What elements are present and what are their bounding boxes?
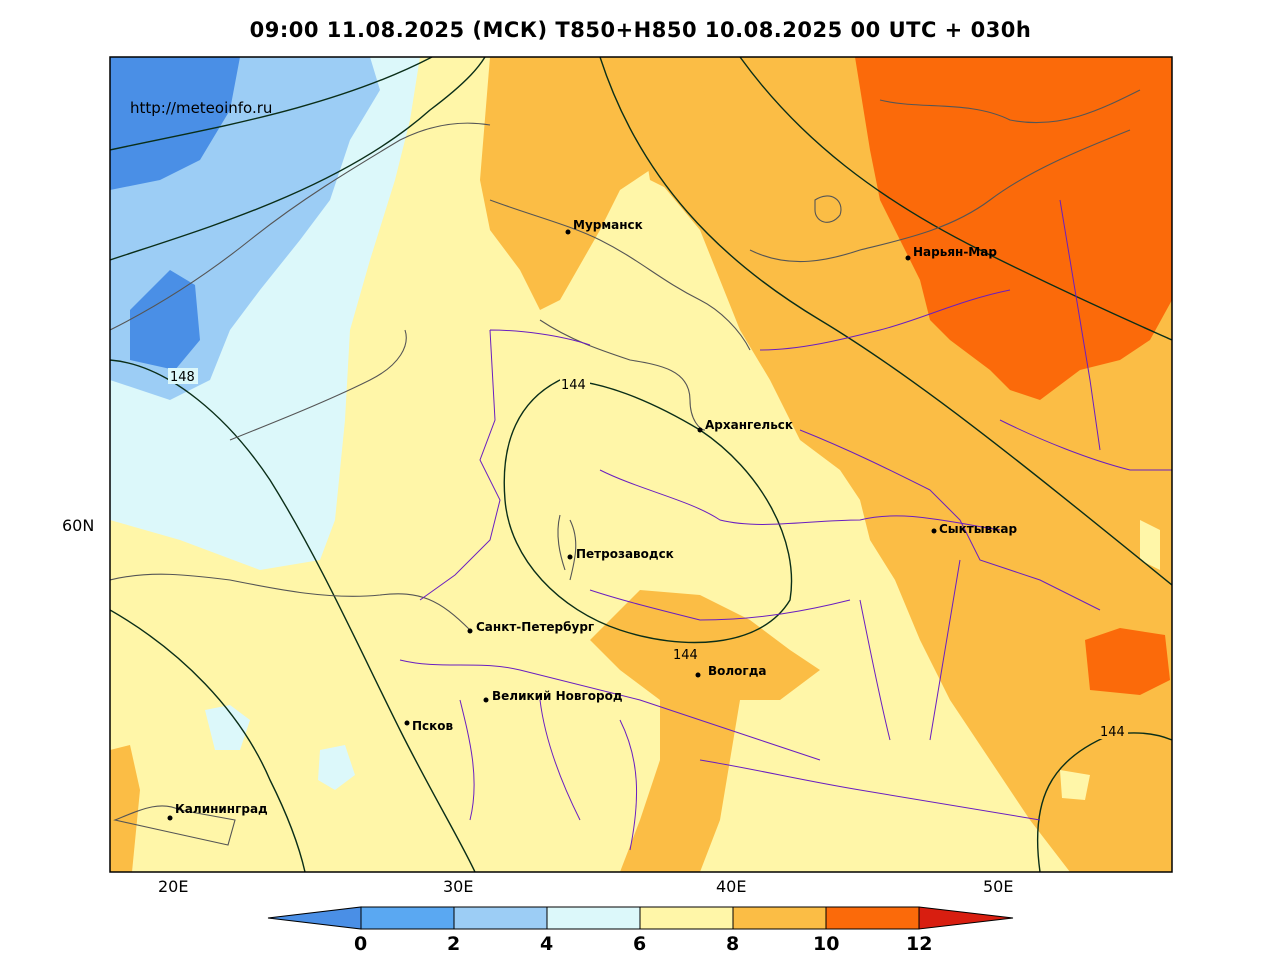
isoline-label-144: 144 (673, 648, 698, 663)
svg-text:Вологда: Вологда (708, 664, 766, 678)
temperature-field (110, 57, 1172, 872)
svg-text:Нарьян-Мар: Нарьян-Мар (913, 245, 997, 259)
colorbar-seg-4-6 (546, 906, 641, 930)
map-title: 09:00 11.08.2025 (МСК) T850+H850 10.08.2… (249, 18, 1032, 42)
colorbar-seg-8-10 (732, 906, 827, 930)
isoline-label-148: 148 (170, 370, 195, 385)
svg-text:Сыктывкар: Сыктывкар (939, 522, 1017, 536)
city-veliky-novgorod: Великий Новгород (483, 689, 623, 703)
y-tick-60n: 60N (62, 516, 94, 535)
city-naryan-mar: Нарьян-Мар (905, 245, 997, 261)
colorbar-seg-2-4 (453, 906, 548, 930)
x-tick-40e: 40E (716, 877, 746, 896)
colorbar-tick-12: 12 (906, 933, 932, 955)
colorbar-tick-10: 10 (813, 933, 839, 955)
city-markers: Мурманск Нарьян-Мар Архангельск Сыктывка… (167, 218, 1017, 821)
colorbar-tick-4: 4 (540, 933, 553, 955)
colorbar: 0 2 4 6 8 10 12 (267, 906, 1014, 955)
colorbar-seg-0-2 (360, 906, 455, 930)
city-petrozavodsk: Петрозаводск (567, 547, 674, 561)
svg-text:Калининград: Калининград (175, 802, 268, 816)
svg-text:Великий Новгород: Великий Новгород (492, 689, 623, 703)
city-saint-petersburg: Санкт-Петербург (467, 620, 594, 634)
band-4-6-patch (205, 705, 250, 750)
city-syktyvkar: Сыктывкар (931, 522, 1017, 536)
band-8-10-inlet (640, 80, 720, 200)
colorbar-high-arrow (918, 906, 1014, 930)
colorbar-low-arrow (267, 906, 362, 930)
band-10-12 (855, 57, 1172, 400)
height-contours (110, 57, 1172, 872)
band-10-12-patch (1085, 628, 1170, 695)
band-8-10-vologda (590, 590, 820, 872)
city-murmansk: Мурманск (565, 218, 643, 235)
city-pskov: Псков (404, 719, 454, 733)
colorbar-tick-0: 0 (354, 933, 367, 955)
map-frame (109, 56, 1173, 873)
city-kaliningrad: Калининград (167, 802, 268, 821)
colorbar-seg-10-12 (825, 906, 920, 930)
band-0-2 (110, 57, 240, 370)
city-vologda: Вологда (695, 664, 766, 678)
city-arkhangelsk: Архангельск (697, 418, 793, 433)
watermark-text: http://meteoinfo.ru (130, 99, 272, 117)
colorbar-tick-2: 2 (447, 933, 460, 955)
isoline-labels: 148 144 144 144 (168, 368, 1128, 740)
svg-text:Архангельск: Архангельск (705, 418, 793, 432)
x-tick-30e: 30E (443, 877, 473, 896)
band-4-6-patch (318, 745, 355, 790)
svg-text:Санкт-Петербург: Санкт-Петербург (476, 620, 594, 634)
colorbar-tick-6: 6 (633, 933, 646, 955)
x-tick-20e: 20E (158, 877, 188, 896)
colorbar-seg-6-8 (639, 906, 734, 930)
band-8-10-sw (110, 745, 140, 872)
isoline-label-144: 144 (561, 378, 586, 393)
svg-text:Петрозаводск: Петрозаводск (576, 547, 674, 561)
colorbar-tick-8: 8 (726, 933, 739, 955)
svg-text:Псков: Псков (412, 719, 454, 733)
isoline-label-144: 144 (1100, 725, 1125, 740)
region-borders (399, 199, 1172, 851)
svg-text:Мурманск: Мурманск (573, 218, 643, 232)
band-6-8-patches (1060, 290, 1160, 800)
x-tick-50e: 50E (983, 877, 1013, 896)
